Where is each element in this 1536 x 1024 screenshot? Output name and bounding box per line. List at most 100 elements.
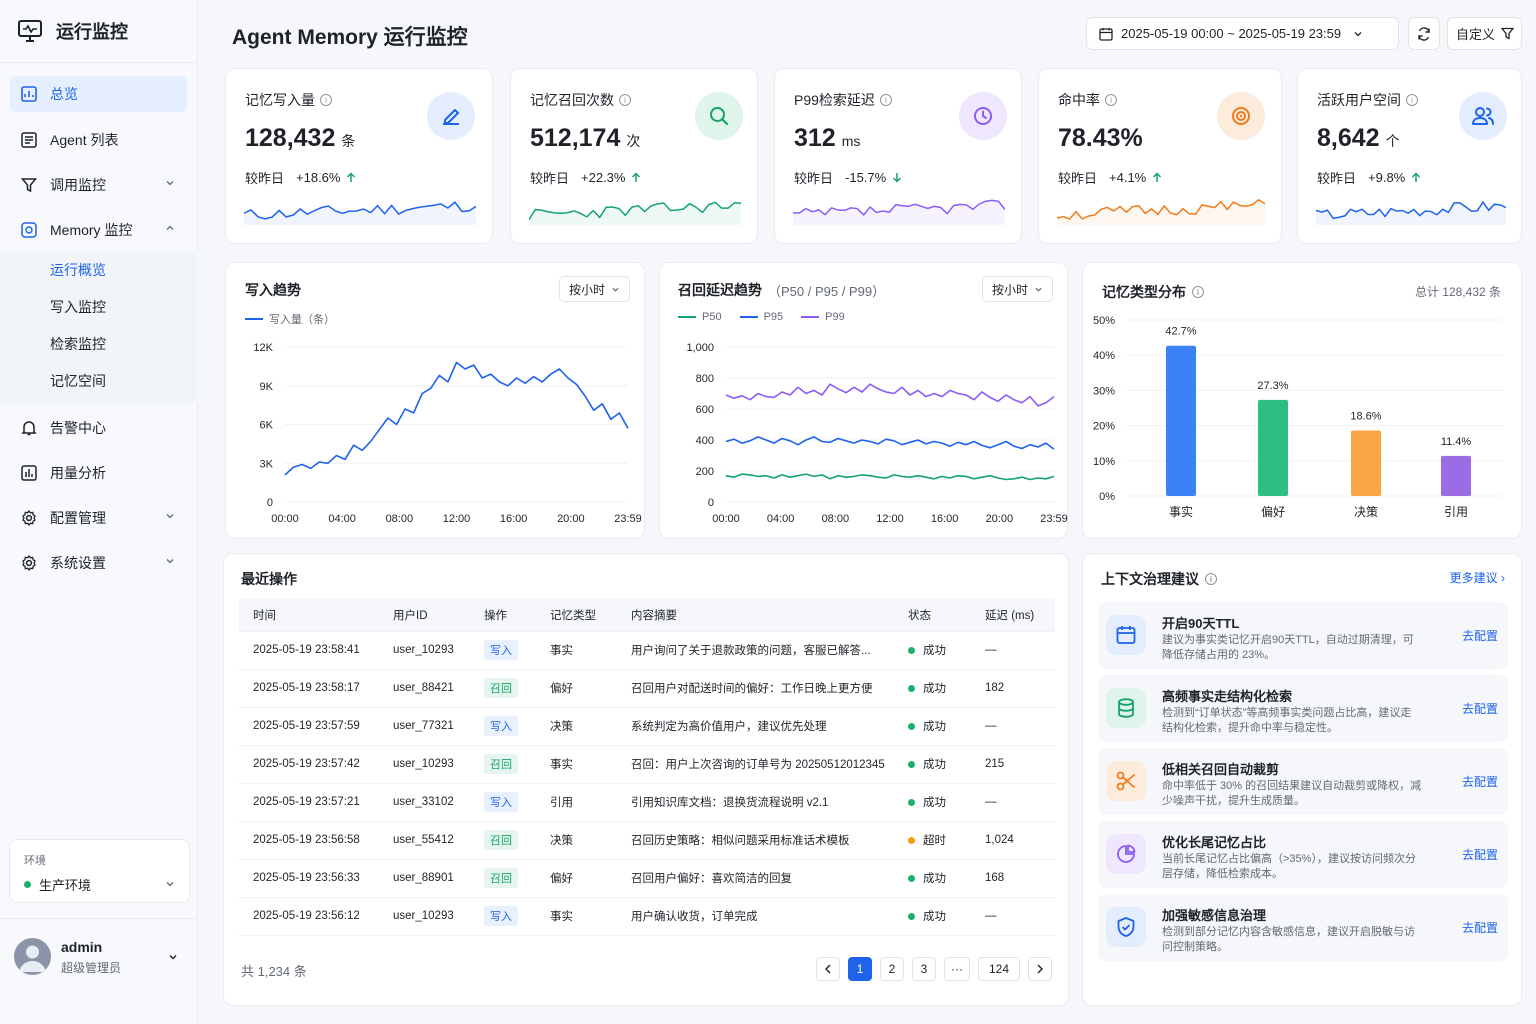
configure-link[interactable]: 去配置 [1461, 921, 1498, 935]
page-button-1[interactable]: 1 [848, 957, 872, 981]
configure-link[interactable]: 去配置 [1461, 702, 1498, 716]
cell-user-id: user_88421 [379, 669, 470, 708]
table-row[interactable]: 2025-05-19 23:57:21 user_33102 写入 引用 引用知识库文档… [239, 783, 1055, 822]
latency-trend-chart: 0 200 400 600 800 1,000 00:00 04:00 08:00 12:00 16… [686, 342, 1067, 525]
y-tick-label: 800 [696, 373, 714, 385]
info-icon[interactable]: i [879, 94, 892, 106]
nav-item-settings[interactable]: 系统设置 [10, 545, 187, 581]
bar-value-label: 27.3% [1257, 380, 1288, 392]
subnav-item-space[interactable]: 记忆空间 [50, 373, 106, 389]
kpi-icon-bg [1217, 92, 1265, 140]
operation-tag: 写入 [484, 792, 518, 812]
nav-label: 用量分析 [50, 465, 106, 481]
table-row[interactable]: 2025-05-19 23:56:33 user_88901 召回 偏好 召回用户偏好：… [239, 859, 1055, 898]
x-tick-label: 04:00 [328, 513, 356, 525]
page-button-2[interactable]: 2 [880, 957, 904, 981]
configure-link[interactable]: 去配置 [1461, 775, 1498, 789]
refresh-icon [1418, 26, 1430, 41]
more-suggestions-link[interactable]: 更多建议 › [1449, 571, 1505, 585]
x-tick-label: 12:00 [443, 513, 471, 525]
chart-title: 记忆类型分布 [1102, 284, 1186, 300]
sparkline-line [244, 201, 476, 220]
select-value: 按小时 [992, 282, 1029, 297]
user-menu[interactable]: admin 超级管理员 [14, 936, 186, 980]
nav-item-usage[interactable]: 用量分析 [10, 455, 187, 491]
cell-summary: 系统判定为高价值用户，建议优先处理 [617, 707, 894, 746]
info-icon[interactable]: i [619, 94, 631, 106]
nav-item-config[interactable]: 配置管理 [10, 500, 187, 536]
cell-memory-type: 事实 [536, 745, 617, 784]
sparkline-line [1057, 198, 1265, 220]
cell-memory-type: 偏好 [536, 669, 617, 708]
granularity-select[interactable]: 按小时 [982, 276, 1054, 302]
calendar-icon [1099, 27, 1113, 41]
x-category-label: 偏好 [1261, 504, 1285, 519]
cell-operation: 召回 [470, 745, 536, 784]
cell-memory-type: 引用 [536, 783, 617, 822]
granularity-select[interactable]: 按小时 [559, 276, 631, 302]
pie-icon [1117, 844, 1136, 863]
info-icon[interactable]: i [320, 94, 332, 106]
sparkline-area [1316, 202, 1506, 225]
legend-item: 写入量（条） [245, 311, 335, 327]
date-range-picker[interactable]: 2025-05-19 00:00 ~ 2025-05-19 23:59 [1086, 17, 1399, 50]
configure-link[interactable]: 去配置 [1461, 629, 1498, 643]
section-title: 最近操作 [241, 571, 297, 587]
table-row[interactable]: 2025-05-19 23:58:41 user_10293 写入 事实 用户询问了关于… [239, 631, 1055, 670]
cell-latency: 215 [971, 745, 1055, 784]
nav-item-alerts[interactable]: 告警中心 [10, 410, 187, 446]
table-row[interactable]: 2025-05-19 23:56:12 user_10293 写入 事实 用户确认收货，… [239, 897, 1055, 936]
arrow-up-icon [632, 172, 641, 182]
env-status-dot [24, 881, 31, 888]
bar-决策[interactable] [1351, 430, 1381, 496]
nav-item-call-monitor[interactable]: 调用监控 [10, 167, 187, 203]
prev-page-button[interactable] [816, 957, 840, 981]
page-button-3[interactable]: 3 [912, 957, 936, 981]
bar-引用[interactable] [1441, 455, 1471, 496]
status-text: 成功 [923, 683, 946, 695]
chart-legend: P50 P95 P99 [678, 311, 845, 323]
cell-time: 2025-05-19 23:56:33 [239, 859, 379, 898]
next-page-button[interactable] [1028, 957, 1052, 981]
y-tick-label: 3K [260, 458, 274, 470]
chevron-down-icon [612, 287, 619, 292]
col-user-id: 用户ID [379, 599, 470, 632]
status-text: 成功 [923, 721, 946, 733]
table-row[interactable]: 2025-05-19 23:56:58 user_55412 召回 决策 召回历史策略：… [239, 821, 1055, 860]
nav-item-agent-list[interactable]: Agent 列表 [10, 122, 187, 158]
suggestion-desc: 检测到部分记忆内容含敏感信息，建议开启脱敏与访问控制策略。 [1162, 926, 1415, 953]
configure-link[interactable]: 去配置 [1461, 848, 1498, 862]
custom-filter-button[interactable]: 自定义 [1447, 17, 1522, 50]
divider [0, 918, 198, 919]
calendar-icon [1116, 626, 1136, 644]
nav-label: Memory 监控 [50, 222, 133, 238]
y-tick-label: 10% [1093, 456, 1115, 468]
nav-item-memory-monitor[interactable]: Memory 监控 [10, 212, 187, 248]
suggestion-item: 加强敏感信息治理 检测到部分记忆内容含敏感信息，建议开启脱敏与访问控制策略。 去… [1098, 894, 1508, 961]
write-trend-chart: 0 3K 6K 9K 12K 00:00 04:00 08:00 12:00 16:00 20:00… [253, 342, 641, 525]
page-button-last[interactable]: 124 [978, 957, 1020, 981]
chevron-down-icon [166, 882, 174, 887]
environment-selector[interactable]: 环境 生产环境 [9, 839, 190, 903]
kpi-value: 312 [794, 124, 836, 152]
info-icon[interactable]: i [1205, 573, 1217, 585]
subnav-item-search[interactable]: 检索监控 [50, 336, 106, 352]
clock-icon [974, 107, 992, 125]
kpi-card-hit-rate: 命中率 i 78.43% 较昨日 +4.1% [1038, 68, 1282, 244]
kpi-sparkline [1057, 198, 1265, 225]
bar-偏好[interactable] [1258, 399, 1288, 496]
refresh-button[interactable] [1408, 17, 1440, 50]
subnav-item-write[interactable]: 写入监控 [50, 299, 106, 315]
subnav-item-overview[interactable]: 运行概览 [50, 262, 106, 278]
page-ellipsis[interactable]: ··· [944, 957, 970, 981]
table-row[interactable]: 2025-05-19 23:57:59 user_77321 写入 决策 系统判定为高价… [239, 707, 1055, 746]
bar-事实[interactable] [1166, 345, 1196, 496]
operation-tag: 写入 [484, 640, 518, 660]
table-row[interactable]: 2025-05-19 23:58:17 user_88421 召回 偏好 召回用户对配送… [239, 669, 1055, 708]
nav-item-overview[interactable]: 总览 [10, 76, 187, 112]
info-icon[interactable]: i [1192, 286, 1204, 298]
info-icon[interactable]: i [1406, 94, 1418, 106]
info-icon[interactable]: i [1105, 94, 1117, 106]
kpi-delta: -15.7% [845, 170, 887, 185]
table-row[interactable]: 2025-05-19 23:57:42 user_10293 召回 事实 召回：用户上次… [239, 745, 1055, 784]
